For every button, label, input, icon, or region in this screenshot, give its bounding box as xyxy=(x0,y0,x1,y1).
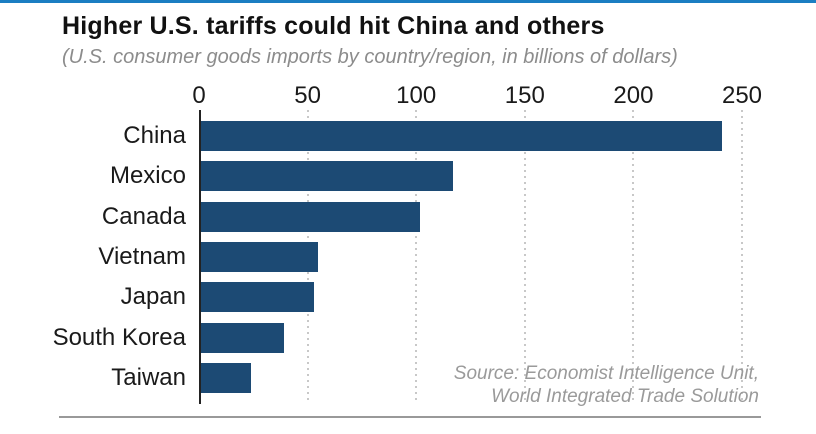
top-accent-bar xyxy=(0,0,816,3)
bar-row: Canada xyxy=(0,197,742,237)
gridline xyxy=(632,110,635,404)
bar-rows: China Mexico Canada Vietnam Japan South Korea… xyxy=(0,116,742,398)
source-line-1: Source: Economist Intelligence Unit, xyxy=(453,363,759,384)
chart-title: Higher U.S. tariffs could hit China and … xyxy=(62,12,605,40)
category-label: Vietnam xyxy=(98,242,186,270)
category-label: Mexico xyxy=(109,162,186,190)
bar-row: Taiwan xyxy=(0,358,742,398)
bar-row: China xyxy=(0,116,742,156)
x-axis-ticks: 0 50 100 150 200 250 xyxy=(192,82,762,109)
bar-row: South Korea xyxy=(0,317,742,357)
x-tick-label: 50 xyxy=(294,82,321,109)
bar-track xyxy=(201,197,742,237)
category-label: South Korea xyxy=(52,323,186,351)
y-axis-line xyxy=(199,110,201,404)
bar-track xyxy=(201,277,742,317)
x-tick-label: 200 xyxy=(613,82,654,109)
bar xyxy=(201,322,284,353)
x-tick-label: 150 xyxy=(504,82,545,109)
category-label: China xyxy=(123,122,186,150)
gridline xyxy=(523,110,526,404)
chart-subtitle: (U.S. consumer goods imports by country/… xyxy=(62,46,678,68)
bar-track xyxy=(201,237,742,277)
bar xyxy=(201,161,453,192)
category-label: Taiwan xyxy=(111,363,186,391)
bar-track xyxy=(201,358,742,398)
category-label: Canada xyxy=(101,202,186,230)
bar xyxy=(201,241,319,272)
bar-track xyxy=(201,156,742,196)
bar-row: Mexico xyxy=(0,156,742,196)
bar-track xyxy=(201,116,742,156)
bar xyxy=(201,282,314,313)
bar xyxy=(201,201,421,232)
gridline xyxy=(415,110,418,404)
bar xyxy=(201,362,251,393)
x-tick-label: 100 xyxy=(396,82,437,109)
source-note: Source: Economist Intelligence Unit, Wor… xyxy=(454,362,759,408)
bar-track xyxy=(201,317,742,357)
bar-row: Vietnam xyxy=(0,237,742,277)
bottom-divider xyxy=(59,416,761,418)
gridline xyxy=(741,110,743,404)
category-label: Japan xyxy=(120,283,186,311)
bar xyxy=(201,121,723,152)
bar-row: Japan xyxy=(0,277,742,317)
source-line-2: World Integrated Trade Solution xyxy=(491,386,759,407)
x-tick-label: 0 xyxy=(192,82,206,109)
x-tick-label: 250 xyxy=(721,82,763,109)
